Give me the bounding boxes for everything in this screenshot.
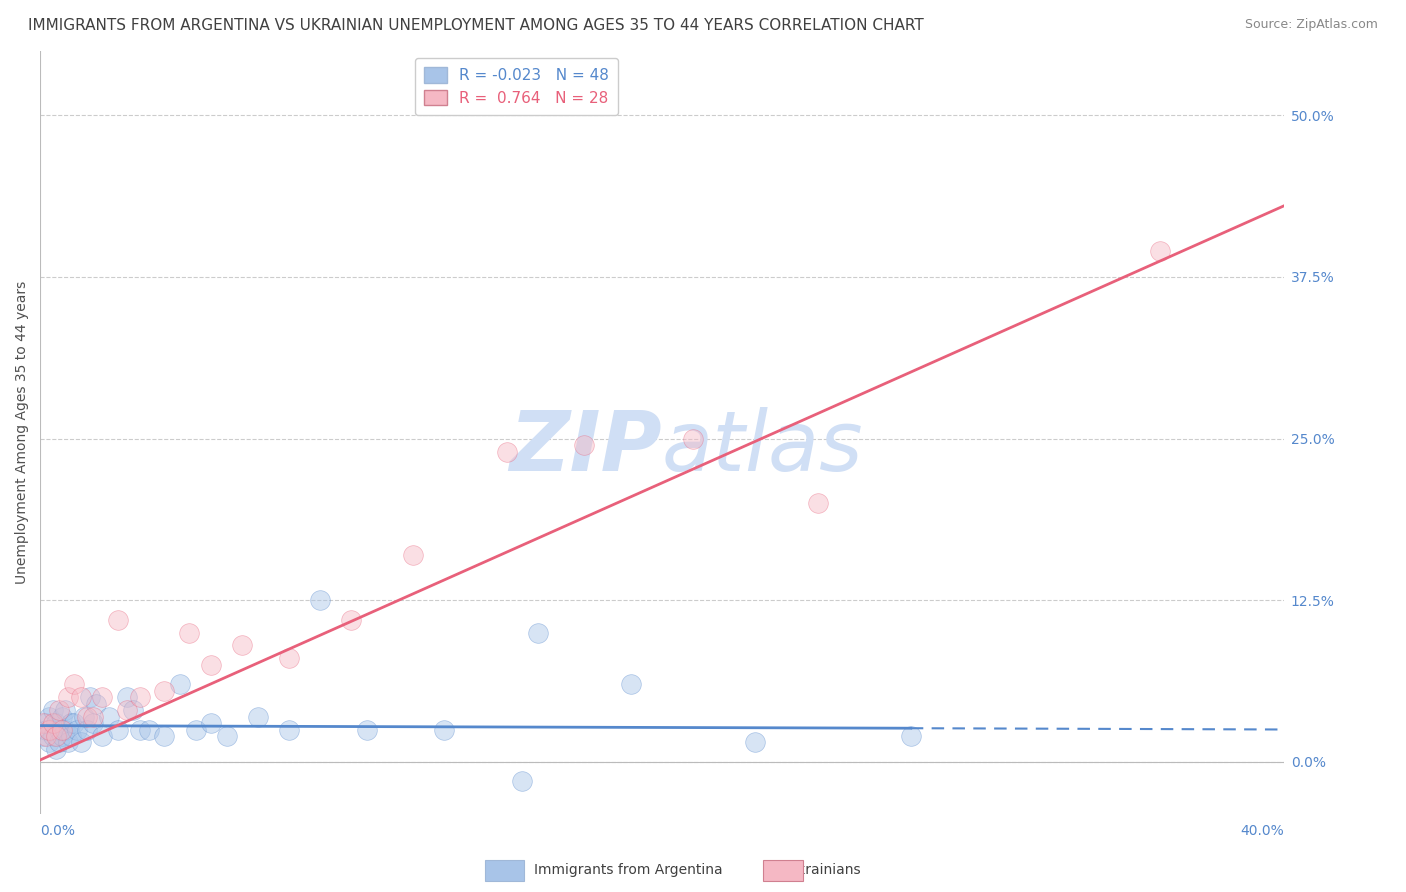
- Text: Source: ZipAtlas.com: Source: ZipAtlas.com: [1244, 18, 1378, 31]
- Point: [48, 703, 70, 717]
- Point: [138, 723, 160, 737]
- Point: [48, 723, 70, 737]
- Point: [82, 709, 104, 723]
- Point: [56, 735, 79, 749]
- Point: [340, 613, 363, 627]
- Point: [51, 709, 73, 723]
- Point: [38, 723, 60, 737]
- Point: [76, 709, 98, 723]
- Point: [1149, 244, 1171, 258]
- Point: [60, 716, 83, 731]
- Point: [53, 723, 76, 737]
- Point: [309, 593, 332, 607]
- Point: [495, 444, 517, 458]
- Point: [63, 677, 86, 691]
- Point: [45, 729, 67, 743]
- Point: [115, 690, 138, 705]
- Point: [91, 729, 114, 743]
- Point: [41, 703, 63, 717]
- Point: [574, 438, 596, 452]
- Point: [900, 729, 922, 743]
- Point: [200, 657, 222, 672]
- Text: atlas: atlas: [662, 407, 863, 488]
- Point: [215, 729, 238, 743]
- Point: [76, 723, 98, 737]
- Point: [510, 774, 533, 789]
- Point: [107, 613, 129, 627]
- Text: 40.0%: 40.0%: [1240, 824, 1284, 838]
- Text: Immigrants from Argentina: Immigrants from Argentina: [534, 863, 723, 877]
- Point: [66, 723, 89, 737]
- Text: ZIP: ZIP: [509, 407, 662, 488]
- Point: [402, 548, 425, 562]
- Point: [35, 716, 58, 731]
- Point: [433, 723, 456, 737]
- Point: [82, 716, 104, 731]
- Point: [620, 677, 643, 691]
- Point: [35, 723, 58, 737]
- Point: [356, 723, 378, 737]
- Point: [153, 729, 176, 743]
- Point: [32, 716, 55, 731]
- Text: 0.0%: 0.0%: [41, 824, 75, 838]
- Point: [48, 735, 70, 749]
- Point: [45, 716, 67, 731]
- Point: [682, 432, 704, 446]
- Point: [107, 723, 129, 737]
- Point: [97, 709, 120, 723]
- Point: [79, 690, 101, 705]
- Point: [69, 690, 91, 705]
- Point: [115, 703, 138, 717]
- Point: [38, 709, 60, 723]
- Point: [60, 729, 83, 743]
- Point: [45, 742, 67, 756]
- Point: [35, 729, 58, 743]
- Point: [63, 716, 86, 731]
- Text: Ukrainians: Ukrainians: [787, 863, 860, 877]
- Point: [200, 716, 222, 731]
- Point: [41, 716, 63, 731]
- Point: [179, 625, 201, 640]
- Point: [806, 496, 828, 510]
- Text: IMMIGRANTS FROM ARGENTINA VS UKRAINIAN UNEMPLOYMENT AMONG AGES 35 TO 44 YEARS CO: IMMIGRANTS FROM ARGENTINA VS UKRAINIAN U…: [28, 18, 924, 33]
- Point: [51, 723, 73, 737]
- Point: [56, 690, 79, 705]
- Point: [153, 683, 176, 698]
- Point: [744, 735, 766, 749]
- Point: [277, 651, 299, 665]
- Point: [128, 690, 150, 705]
- Point: [41, 729, 63, 743]
- Point: [91, 690, 114, 705]
- Point: [184, 723, 207, 737]
- Point: [277, 723, 299, 737]
- Point: [32, 729, 55, 743]
- Point: [169, 677, 191, 691]
- Point: [51, 729, 73, 743]
- Point: [526, 625, 548, 640]
- Y-axis label: Unemployment Among Ages 35 to 44 years: Unemployment Among Ages 35 to 44 years: [15, 280, 30, 583]
- Point: [246, 709, 269, 723]
- Point: [69, 735, 91, 749]
- Legend: R = -0.023   N = 48, R =  0.764   N = 28: R = -0.023 N = 48, R = 0.764 N = 28: [415, 58, 619, 115]
- Point: [84, 697, 107, 711]
- Point: [53, 703, 76, 717]
- Point: [38, 735, 60, 749]
- Point: [128, 723, 150, 737]
- Point: [122, 703, 145, 717]
- Point: [231, 639, 253, 653]
- Point: [72, 709, 94, 723]
